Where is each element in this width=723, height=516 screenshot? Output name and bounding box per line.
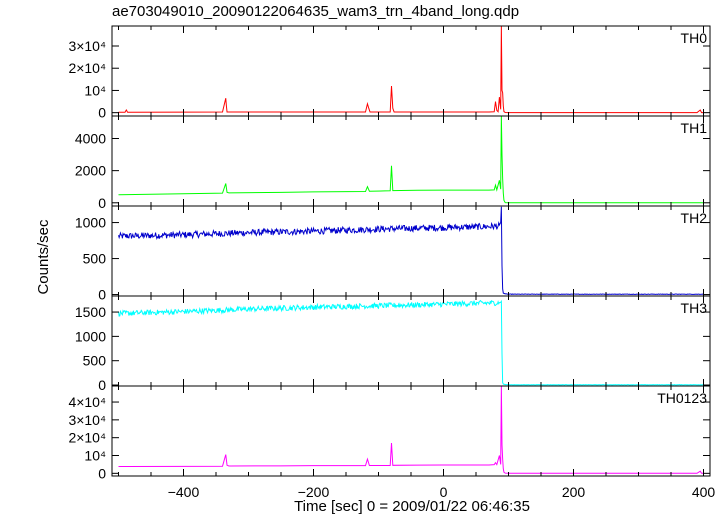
panel-frame: [111, 25, 711, 117]
y-tick-label: 1000: [75, 215, 106, 231]
series-line-th2: [118, 206, 704, 295]
panel-label: TH2: [681, 210, 708, 226]
x-tick-label: −200: [298, 484, 330, 500]
y-tick-label: 0: [98, 377, 106, 393]
x-tick-label: 0: [440, 484, 448, 500]
y-tick-label: 0: [98, 465, 106, 481]
y-tick-label: 1000: [75, 328, 106, 344]
panel-label: TH1: [681, 120, 708, 136]
y-tick-label: 500: [83, 353, 107, 369]
panel-th2: 0 500 1000 TH2: [75, 205, 711, 303]
y-tick-label: 3×10⁴: [68, 412, 106, 428]
series-line-th3: [118, 299, 704, 386]
y-tick-label: 0: [98, 105, 106, 121]
y-tick-label: 2000: [75, 163, 106, 179]
y-tick-label: 0: [98, 195, 106, 211]
panel-label: TH0: [681, 30, 708, 46]
panel-label: TH3: [681, 300, 708, 316]
y-tick-label: 10⁴: [84, 82, 106, 98]
x-tick-label: −400: [168, 484, 200, 500]
y-tick-label: 2×10⁴: [68, 60, 106, 76]
x-axis-label: Time [sec] 0 = 2009/01/22 06:46:35: [294, 498, 530, 515]
series-line-th1: [118, 116, 704, 204]
panel-frame: [111, 385, 711, 477]
y-tick-label: 4000: [75, 131, 106, 147]
y-tick-label: 1500: [75, 304, 106, 320]
series-line-th0123: [118, 386, 704, 474]
y-tick-label: 2×10⁴: [68, 430, 106, 446]
y-axis-label: Counts/sec: [35, 219, 52, 295]
chart-title: ae703049010_20090122064635_wam3_trn_4ban…: [112, 3, 519, 20]
panel-th1: 0 2000 4000 TH1: [75, 115, 711, 211]
panel-frame: [111, 115, 711, 207]
y-tick-label: 4×10⁴: [68, 394, 106, 410]
x-tick-label: 400: [692, 484, 716, 500]
y-tick-label: 0: [98, 287, 106, 303]
panel-frame: [111, 295, 711, 387]
panel-th0: 0 10⁴ 2×10⁴ 3×10⁴ TH0: [68, 25, 711, 121]
series-line-th0: [118, 26, 704, 114]
y-tick-label: 500: [83, 251, 107, 267]
y-tick-label: 3×10⁴: [68, 38, 106, 54]
panel-label: TH0123: [657, 390, 707, 406]
panel-th3: 0 500 1000 1500 TH3: [75, 295, 711, 393]
panel-frame: [111, 205, 711, 297]
x-tick-label: 200: [562, 484, 586, 500]
y-tick-label: 10⁴: [84, 448, 106, 464]
